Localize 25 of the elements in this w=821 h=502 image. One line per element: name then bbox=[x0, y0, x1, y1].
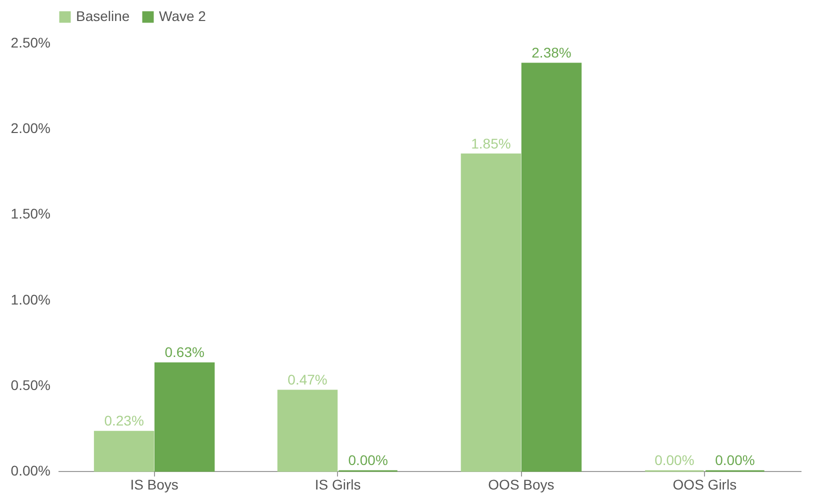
x-tick-label: OOS Girls bbox=[672, 476, 737, 492]
x-tick-label: IS Boys bbox=[130, 476, 178, 492]
y-tick-label: 0.50% bbox=[10, 376, 50, 393]
data-label: 2.38% bbox=[532, 44, 572, 61]
data-label: 0.00% bbox=[654, 452, 694, 468]
y-tick-label: 0.00% bbox=[10, 462, 50, 478]
x-tick-label: OOS Boys bbox=[488, 476, 554, 492]
data-label: 0.23% bbox=[104, 412, 144, 429]
data-label: 0.00% bbox=[348, 452, 388, 468]
bar bbox=[154, 362, 215, 472]
y-tick-label: 1.00% bbox=[10, 291, 50, 308]
bar bbox=[277, 390, 338, 472]
data-label: 1.85% bbox=[471, 135, 511, 152]
legend-label: Wave 2 bbox=[159, 8, 206, 24]
data-label: 0.47% bbox=[288, 372, 328, 388]
bar bbox=[94, 430, 154, 472]
bar bbox=[521, 62, 582, 472]
legend-label: Baseline bbox=[76, 8, 130, 24]
y-tick-label: 1.50% bbox=[10, 206, 50, 222]
x-tick-label: IS Girls bbox=[314, 476, 361, 492]
data-label: 0.63% bbox=[164, 344, 204, 360]
y-tick-label: 2.50% bbox=[10, 34, 50, 50]
bar bbox=[460, 154, 522, 472]
y-tick-label: 2.00% bbox=[10, 120, 50, 136]
data-label: 0.00% bbox=[715, 452, 755, 468]
